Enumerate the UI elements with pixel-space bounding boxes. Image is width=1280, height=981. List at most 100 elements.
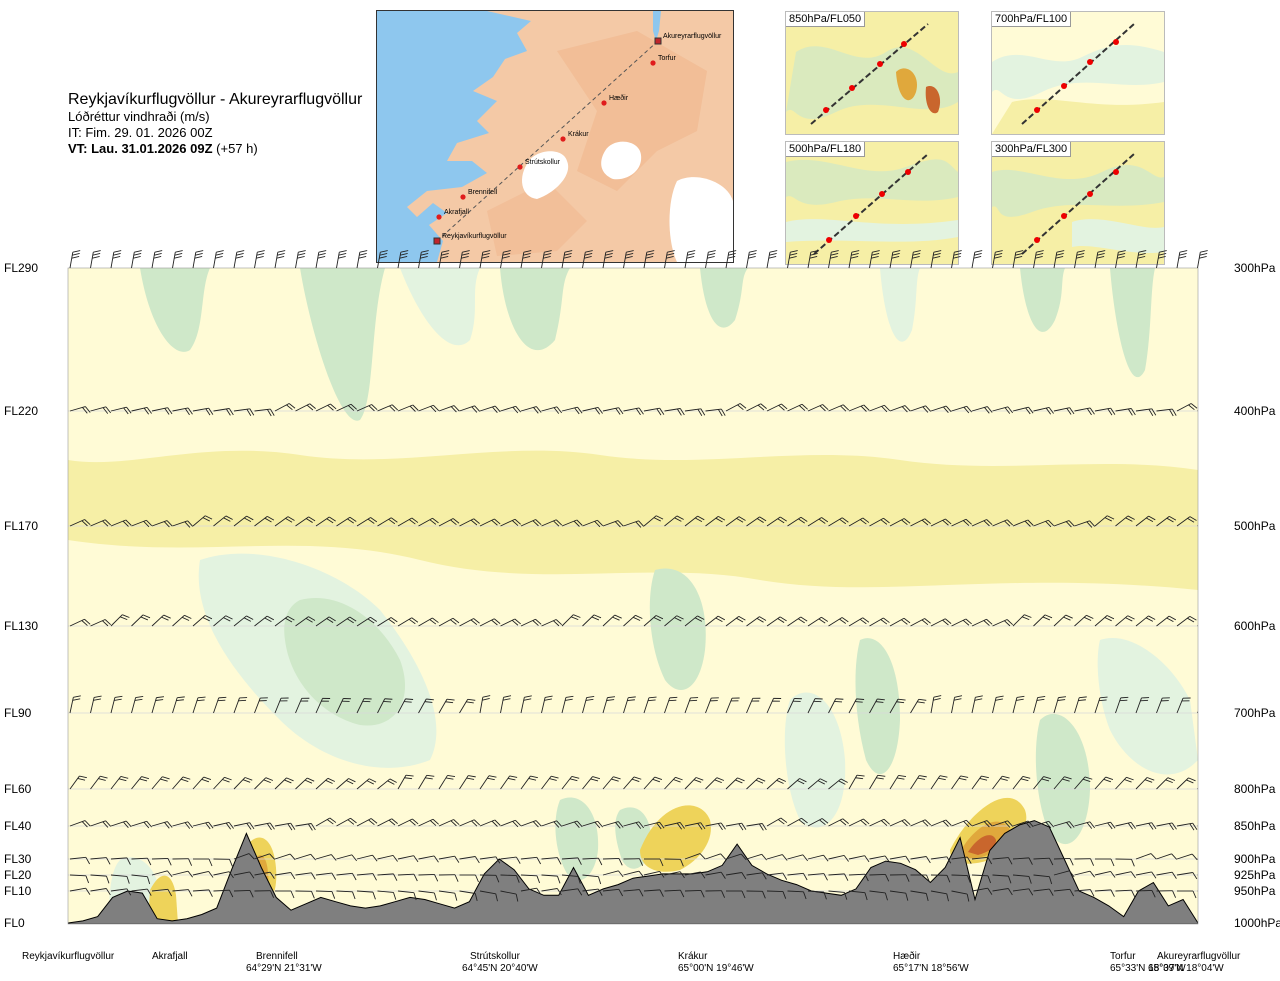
wind-barb (705, 871, 726, 879)
waypoint-dot (1113, 39, 1119, 45)
wind-barb (746, 250, 757, 269)
wind-barb (1176, 777, 1196, 790)
wind-barb (643, 889, 664, 897)
hpa-tick-label: 800hPa (1234, 782, 1276, 796)
wind-barb (295, 403, 316, 412)
wind-barb (233, 515, 254, 527)
wind-barb (889, 617, 911, 627)
wind-barb (1197, 616, 1198, 627)
wind-barb (336, 854, 358, 862)
wind-barb (69, 250, 81, 269)
wind-barb (192, 889, 213, 897)
wind-barb (356, 854, 378, 862)
wind-barb (889, 774, 907, 790)
wind-barb (459, 819, 481, 827)
wind-barb (90, 857, 111, 865)
wind-barb (971, 775, 989, 790)
waypoint-label: Krákur (568, 131, 589, 138)
wind-barb (418, 698, 434, 714)
wind-barb (684, 871, 706, 879)
wind-barb (438, 874, 459, 882)
wind-barb (726, 890, 746, 899)
hpa-tick-label: 600hPa (1234, 619, 1276, 633)
wind-barb (1012, 406, 1034, 415)
route-point-label: Brennifell 64°29'N 21°31'W (246, 951, 322, 975)
wind-barb (69, 820, 91, 828)
wind-barb (705, 408, 726, 417)
wind-barb (541, 250, 552, 269)
wind-barb (110, 614, 130, 627)
wind-barb (69, 618, 91, 627)
wind-barb (377, 854, 398, 862)
wind-barb (623, 858, 644, 866)
wind-barb (807, 778, 828, 790)
wind-barb (623, 821, 645, 829)
wind-barb (377, 517, 398, 527)
airport-marker (654, 37, 662, 45)
route-point-label: Hæðir 65°17'N 18°56'W (893, 951, 969, 975)
wind-barb (828, 818, 849, 827)
wind-barb (1176, 516, 1197, 527)
wind-barb (69, 519, 91, 527)
valid-offset: (+57 h) (216, 141, 258, 156)
wind-barb (459, 874, 479, 883)
route-point-label: Akrafjall (152, 951, 188, 963)
wind-barb (1197, 890, 1198, 892)
wind-barb (336, 778, 356, 790)
wind-barb (254, 697, 268, 714)
wind-barb (541, 775, 559, 790)
wind-barb (356, 517, 378, 527)
wind-barb (848, 855, 870, 863)
wind-barb (90, 874, 110, 884)
level-map-300: 300hPa/FL300 (991, 141, 1165, 265)
wind-barb (1115, 408, 1136, 416)
fl-tick-label: FL170 (4, 519, 38, 533)
wind-barb (274, 615, 295, 627)
route-point-coord: 64°29'N 21°31'W (246, 963, 322, 974)
wind-barb (1053, 821, 1075, 829)
wind-barb (459, 698, 476, 714)
flight-level-axis: FL290 FL220 FL170 FL130 FL90 FL60 FL40 FL30 FL20… (4, 261, 38, 930)
wind-barb (643, 407, 665, 416)
wind-barb (520, 406, 542, 414)
wind-barb (192, 870, 214, 878)
wind-barb (336, 817, 357, 827)
wind-barb (766, 854, 788, 861)
waypoint-label: Reykjavíkurflugvöllur (442, 233, 507, 240)
level-map-850: 850hPa/FL050 (785, 11, 959, 135)
wind-barb (90, 406, 112, 414)
wind-barb (992, 775, 1010, 790)
wind-barb (69, 775, 87, 790)
wind-barb (233, 250, 245, 269)
wind-barb (110, 519, 132, 527)
wind-barb (602, 776, 621, 790)
wind-barb (1033, 820, 1055, 829)
wind-barb (971, 519, 993, 527)
hpa-tick-label: 500hPa (1234, 519, 1276, 533)
top-wind-barbs (69, 250, 1208, 269)
pressure-axis: 300hPa 400hPa 500hPa 600hPa 700hPa 800hPa 850h… (1234, 261, 1280, 930)
wind-barb (479, 890, 498, 902)
wind-barb (459, 518, 480, 527)
waypoint-label: Akureyrarflugvöllur (663, 33, 722, 40)
wind-barb (254, 250, 265, 269)
waypoint-dot (877, 61, 883, 67)
wind-barb (541, 820, 563, 828)
level-map-500: 500hPa/FL180 (785, 141, 959, 265)
wind-barb (930, 518, 952, 527)
wind-barb (254, 615, 274, 627)
wind-barb (377, 818, 398, 827)
wind-barb (951, 405, 973, 414)
terrain-profile (68, 820, 1198, 924)
wind-barb (500, 890, 519, 902)
wind-barb (1012, 820, 1034, 829)
waypoint-dot (1034, 107, 1040, 113)
wind-barb (1176, 872, 1198, 880)
wind-barb (69, 874, 90, 884)
wind-barb (1094, 515, 1115, 527)
hpa-tick-label: 1000hPa (1234, 916, 1280, 930)
hpa-tick-label: 950hPa (1234, 884, 1276, 898)
wind-barb (233, 853, 255, 860)
level-map-svg (786, 12, 958, 134)
